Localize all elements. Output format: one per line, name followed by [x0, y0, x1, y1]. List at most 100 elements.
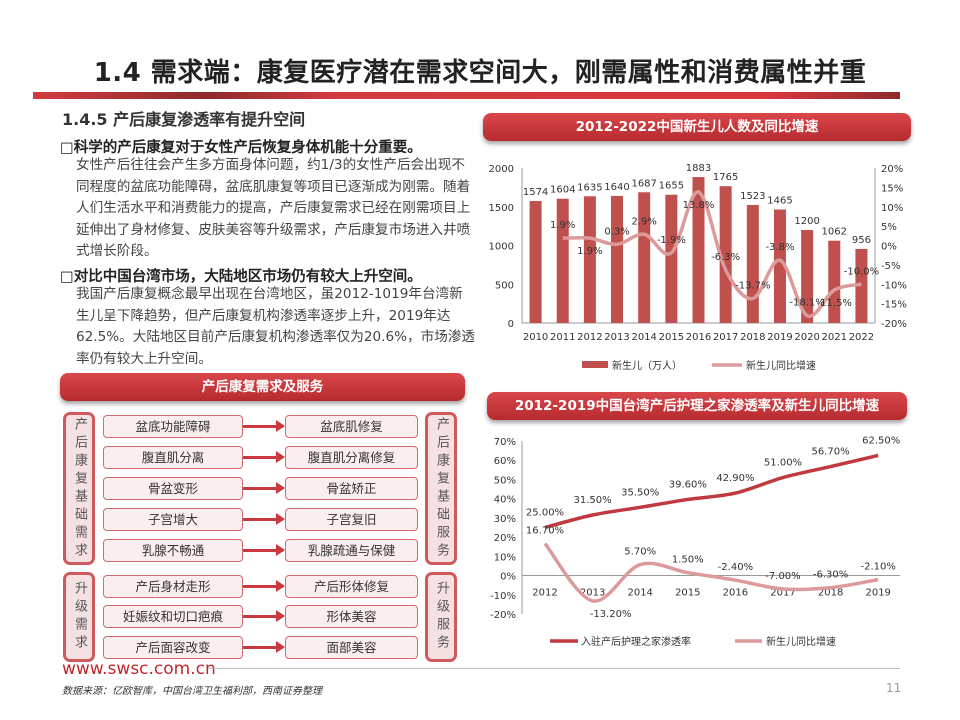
chart1-title-banner: 2012-2022中国新生儿人数及同比增速: [483, 113, 911, 141]
service-item: 骨盆矫正: [285, 477, 418, 500]
bullet-title-1: □科学的产后康复对于女性产后恢复身体机能十分重要。: [60, 140, 422, 156]
title-underline-bar: [33, 92, 900, 99]
service-item: 面部美容: [285, 636, 418, 659]
service-item: 形体美容: [285, 605, 418, 628]
service-item: 子宫复旧: [285, 508, 418, 531]
y2-tick-label: 20%: [881, 164, 903, 175]
y2-tick-label: 5%: [881, 222, 897, 233]
service-item: 乳腺疏通与保健: [285, 539, 418, 562]
y-tick-label: 10%: [494, 552, 516, 563]
line-data-label: -7.00%: [765, 571, 800, 582]
y-tick-label: 60%: [494, 456, 516, 467]
line-data-label: -2.40%: [718, 562, 753, 573]
line-data-label: 25.00%: [526, 508, 564, 519]
bar: [638, 192, 651, 323]
x-tick-label: 2018: [818, 588, 843, 599]
y-tick-label: 1000: [489, 242, 514, 253]
y-tick-label: 1500: [489, 203, 514, 214]
demand-item: 妊娠纹和切口疤痕: [103, 605, 243, 628]
x-tick-label: 2021: [822, 332, 847, 343]
bar-data-label: 1574: [523, 187, 548, 198]
y-tick-label: 2000: [489, 164, 514, 175]
line-data-label: 35.50%: [621, 487, 659, 498]
line-data-label: 56.70%: [812, 447, 850, 458]
y2-tick-label: -10%: [881, 280, 907, 291]
line-data-label: -3.8%: [765, 242, 794, 253]
footer-divider: [208, 668, 900, 669]
demand-item: 产后面容改变: [103, 636, 243, 659]
demand-item: 骨盆变形: [103, 477, 243, 500]
line-data-label: 2.9%: [631, 216, 656, 227]
legend-label: 新生儿同比增速: [766, 635, 836, 648]
bar-data-label: 1640: [604, 182, 629, 193]
line-data-label: 5.70%: [624, 547, 656, 558]
bullet-text-1: 女性产后往往会产生多方面身体问题，约1/3的女性产后会出现不同程度的盆底功能障碍…: [76, 157, 471, 260]
y2-tick-label: -20%: [881, 319, 907, 330]
line-data-label: 42.90%: [716, 473, 754, 484]
x-tick-label: 2014: [627, 588, 652, 599]
y-tick-label: 40%: [494, 495, 516, 506]
bar: [611, 195, 624, 323]
growth-line: [543, 542, 879, 603]
bar: [801, 230, 814, 323]
x-tick-label: 2013: [580, 588, 605, 599]
line-data-label: 1.50%: [672, 555, 704, 566]
y-tick-label: 30%: [494, 514, 516, 525]
line-data-label: -13.20%: [590, 609, 632, 620]
page-number: 11: [886, 681, 902, 695]
x-tick-label: 2018: [740, 332, 765, 343]
y2-tick-label: 10%: [881, 203, 903, 214]
x-tick-label: 2016: [686, 332, 711, 343]
x-tick-label: 2015: [675, 588, 700, 599]
line-data-label: -13.7%: [735, 281, 770, 292]
y-tick-label: -20%: [490, 610, 516, 621]
x-tick-label: 2012: [577, 332, 602, 343]
website-link[interactable]: www.swsc.com.cn: [62, 659, 216, 679]
bar-data-label: 1200: [794, 216, 819, 227]
line-data-label: -18.1%: [789, 298, 824, 309]
line-data-label: 62.50%: [862, 435, 900, 446]
newborn-chart: 0 500 1000 1500 2000 -20% -15% -10% -5% 0% 5% 10% 15…: [489, 163, 907, 372]
section-heading: 1.4.5 产后康复渗透率有提升空间: [62, 110, 306, 129]
bar-data-label: 1687: [631, 178, 656, 189]
line-data-label: 31.50%: [574, 495, 612, 506]
line-data-label: -10.0%: [844, 266, 879, 277]
line-data-label: 1.9%: [550, 220, 575, 231]
y2-tick-label: -5%: [881, 261, 900, 272]
bar: [719, 186, 732, 323]
line-data-label: -6.3%: [711, 252, 740, 263]
bar: [773, 209, 786, 323]
legend-bar-swatch: [582, 361, 608, 368]
bar-data-label: 1465: [767, 195, 792, 206]
growth-line: [562, 190, 862, 318]
service-item: 盆底肌修复: [285, 415, 418, 438]
y-tick-label: 50%: [494, 475, 516, 486]
line-data-label: -1.9%: [657, 235, 686, 246]
legend-label: 新生儿（万人）: [612, 359, 682, 372]
y-tick-label: 0%: [500, 572, 516, 583]
line-data-label: 1.9%: [577, 246, 602, 257]
y-tick-label: -10%: [490, 591, 516, 602]
chart2-title-banner: 2012-2019中国台湾产后护理之家渗透率及新生儿同比增速: [487, 392, 907, 420]
bar: [665, 194, 678, 323]
line-data-label: -6.30%: [813, 570, 848, 581]
bar: [529, 201, 542, 323]
left-category-box: 升级需求: [63, 572, 95, 662]
line-data-label: 0.3%: [604, 226, 629, 237]
line-data-label: 51.00%: [764, 458, 802, 469]
right-category-label: 升级服务: [434, 581, 449, 653]
bar: [828, 240, 841, 323]
x-tick-label: 2017: [770, 588, 795, 599]
bar-data-label: 1655: [659, 181, 684, 192]
arrow-icon: [243, 482, 285, 494]
bar: [746, 204, 759, 323]
bullet-text-2: 我国产后康复概念最早出现在台湾地区，虽2012-1019年台湾新生儿呈下降趋势，…: [76, 286, 476, 367]
bullet-title-2: □对比中国台湾市场，大陆地区市场仍有较大上升空间。: [60, 269, 422, 285]
penetration-line: [544, 453, 879, 530]
service-item: 腹直肌分离修复: [285, 446, 418, 469]
x-tick-label: 2010: [523, 332, 548, 343]
arrow-icon: [243, 420, 285, 432]
arrow-icon: [243, 451, 285, 463]
arrow-icon: [243, 641, 285, 653]
line-data-label: 13.8%: [683, 200, 715, 211]
